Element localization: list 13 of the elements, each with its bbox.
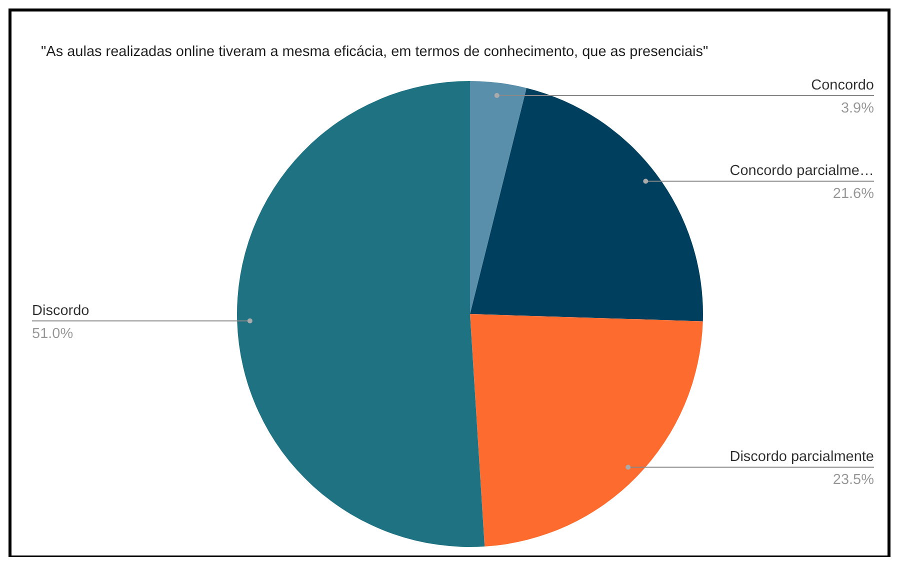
pie-slice xyxy=(470,314,703,547)
data-label: 51.0% xyxy=(32,326,74,342)
slice-label: Concordo xyxy=(811,77,874,94)
data-label: 3.9% xyxy=(840,100,874,116)
slice-label: Concordo parcialme… xyxy=(730,163,874,180)
slice-label: Discordo xyxy=(32,302,90,319)
slice-label: Discordo parcialmente xyxy=(730,449,874,466)
pie-slice xyxy=(470,81,527,314)
data-label: 23.5% xyxy=(832,472,874,488)
chart-title: "As aulas realizadas online tiveram a mesma eficácia, em termos de conhecimento, que as presenciais" xyxy=(41,44,708,60)
data-label: 21.6% xyxy=(832,186,874,202)
pie-slice xyxy=(237,81,485,547)
pie-slice xyxy=(470,88,703,322)
